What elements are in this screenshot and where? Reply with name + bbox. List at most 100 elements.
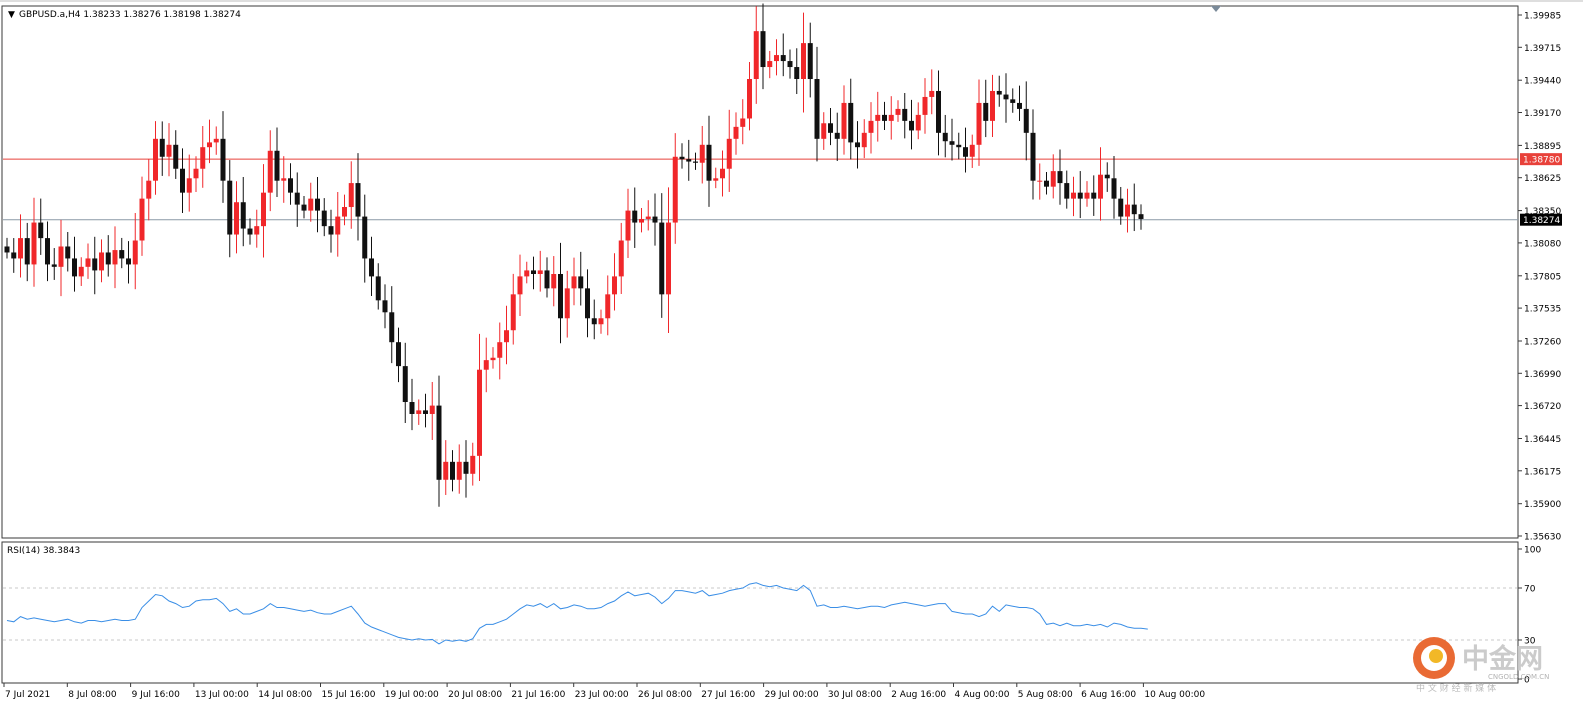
candle-body [753, 31, 759, 80]
candle-body [801, 43, 806, 80]
price-tick-label: 1.38350 [1524, 207, 1561, 217]
price-tick-label: 1.36990 [1524, 370, 1561, 380]
candle-body [639, 218, 644, 223]
chart-shift-marker-icon[interactable] [1211, 6, 1221, 12]
rsi-line [6, 582, 1148, 645]
candle-body [672, 156, 678, 223]
candle-body [726, 138, 732, 169]
candle-body [706, 144, 712, 181]
time-tick-label: 2 Aug 16:00 [891, 690, 946, 700]
candle-body [578, 276, 584, 289]
candle-body [328, 226, 334, 235]
candle-body [423, 410, 428, 414]
price-tick-label: 1.37805 [1524, 272, 1561, 282]
candle-body [1050, 171, 1056, 187]
candle-body [294, 192, 300, 205]
candle-body [652, 216, 658, 223]
candle-body [355, 183, 361, 217]
time-tick-label: 21 Jul 16:00 [511, 690, 565, 700]
candle-body [1037, 180, 1043, 182]
candle-body [841, 102, 847, 139]
candle-body [740, 118, 746, 127]
time-tick-label: 23 Jul 00:00 [575, 690, 629, 700]
candle-body [288, 178, 293, 193]
candle-body [105, 252, 111, 265]
time-tick-label: 7 Jul 2021 [5, 690, 50, 700]
time-tick-label: 13 Jul 00:00 [195, 690, 249, 700]
rsi-tick-label: 0 [1524, 676, 1530, 686]
candle-body [166, 144, 172, 157]
candle-body [780, 55, 786, 62]
price-tick-label: 1.36175 [1524, 467, 1561, 477]
candle-body [760, 31, 766, 68]
time-tick-label: 27 Jul 16:00 [701, 690, 755, 700]
candle-body [267, 150, 273, 193]
candle-body [126, 258, 131, 265]
candle-body [612, 276, 617, 295]
candle-body [929, 90, 935, 97]
candle-body [747, 79, 752, 119]
price-tick-label: 1.36445 [1524, 435, 1561, 445]
candle-body [389, 312, 395, 343]
candle-body [834, 132, 840, 139]
candle-body [875, 114, 881, 121]
candle-body [119, 250, 125, 259]
candle-body [558, 274, 563, 319]
watermark-brand: 中金网 [1462, 643, 1543, 675]
candlestick-series [4, 3, 1144, 507]
candle-body [321, 210, 327, 227]
candle-body [382, 300, 388, 313]
rsi-tick-label: 70 [1524, 585, 1536, 595]
candle-body [247, 228, 253, 235]
candle-body [794, 67, 800, 80]
time-tick-label: 14 Jul 08:00 [258, 690, 312, 700]
resistance-price-tag [1520, 153, 1562, 166]
candle-body [65, 246, 71, 259]
candle-body [679, 156, 685, 160]
candle-body [443, 461, 449, 480]
candle-body [909, 120, 914, 131]
candle-body [31, 222, 37, 265]
candle-body [483, 360, 489, 370]
candle-body [240, 202, 246, 229]
candle-body [342, 207, 347, 217]
time-tick-label: 20 Jul 08:00 [448, 690, 502, 700]
candle-body [848, 102, 854, 143]
candle-body [956, 144, 962, 148]
candle-body [1091, 192, 1097, 199]
time-tick-label: 10 Aug 00:00 [1144, 690, 1205, 700]
candle-body [261, 192, 266, 227]
rsi-tick-label: 30 [1524, 637, 1536, 647]
candle-body [227, 180, 233, 235]
candle-body [605, 294, 611, 319]
candle-body [456, 461, 462, 480]
candle-body [983, 102, 989, 121]
candle-body [1044, 180, 1049, 187]
candle-body [1098, 174, 1103, 199]
candle-body [821, 123, 827, 139]
candle-body [490, 357, 496, 361]
price-tick-label: 1.37535 [1524, 305, 1561, 315]
candle-body [1111, 178, 1117, 199]
candle-body [693, 161, 698, 163]
candle-body [990, 90, 995, 121]
candle-body [733, 126, 739, 139]
candle-body [497, 342, 503, 358]
candle-body [855, 142, 860, 148]
candle-body [510, 294, 516, 331]
candle-body [436, 405, 442, 480]
candle-body [45, 238, 50, 265]
candle-body [537, 270, 543, 275]
candle-body [308, 198, 314, 211]
candle-body [1125, 204, 1130, 217]
rsi-panel-frame [1, 541, 1519, 684]
candle-body [1010, 99, 1016, 103]
time-tick-label: 9 Jul 16:00 [132, 690, 181, 700]
candle-body [4, 246, 10, 253]
horizontal-lines[interactable] [3, 158, 1518, 221]
time-tick-label: 8 Jul 08:00 [68, 690, 117, 700]
rsi-tick-label: 100 [1524, 546, 1541, 556]
candle-body [200, 147, 206, 169]
candle-body [699, 144, 705, 163]
